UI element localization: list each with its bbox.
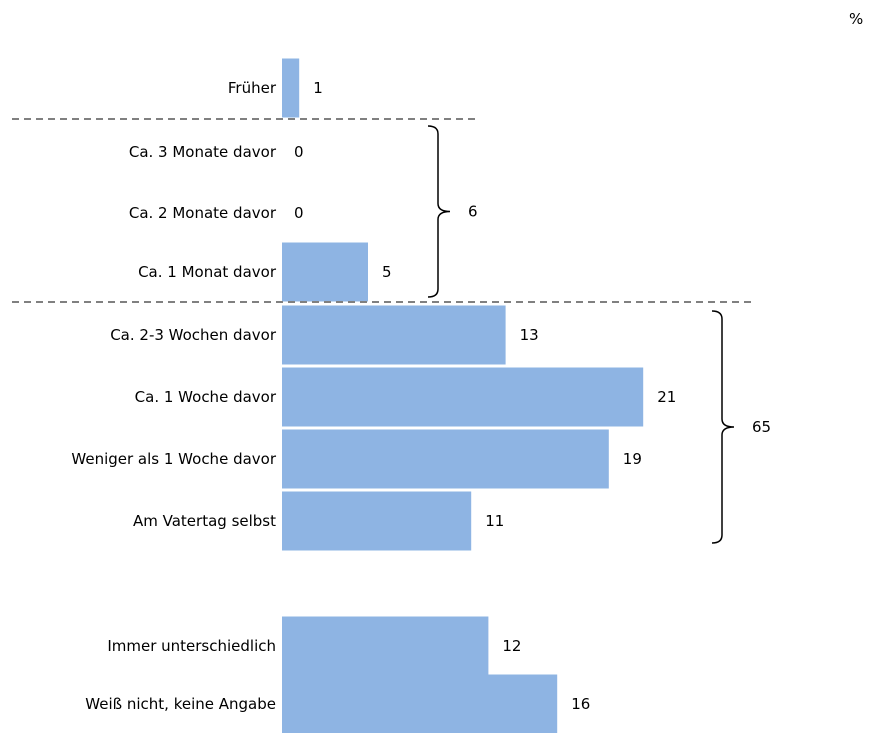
bars-group: [282, 58, 644, 733]
value-label: 19: [623, 450, 642, 468]
category-label: Ca. 1 Monat davor: [138, 263, 277, 281]
value-label: 12: [502, 637, 521, 655]
bar: [282, 674, 558, 733]
unit-label: %: [849, 10, 863, 28]
category-label: Weniger als 1 Woche davor: [71, 450, 276, 468]
category-label: Früher: [228, 79, 277, 97]
bar: [282, 58, 300, 118]
bar: [282, 429, 609, 489]
value-label: 1: [313, 79, 323, 97]
category-label: Immer unterschiedlich: [107, 637, 276, 655]
category-label: Ca. 2-3 Wochen davor: [110, 326, 277, 344]
category-labels: Früher Ca. 3 Monate davor Ca. 2 Monate dav…: [71, 79, 276, 713]
group-brace: [711, 310, 735, 544]
group-total-label: 65: [752, 418, 771, 436]
bar: [282, 491, 472, 551]
value-label: 16: [571, 695, 590, 713]
category-label: Ca. 1 Woche davor: [135, 388, 277, 406]
value-label: 5: [382, 263, 392, 281]
group-brace: [427, 125, 451, 298]
category-label: Weiß nicht, keine Angabe: [85, 695, 276, 713]
category-label: Am Vatertag selbst: [133, 512, 276, 530]
value-label: 11: [485, 512, 504, 530]
group-total-label: 6: [468, 203, 478, 221]
value-label: 13: [520, 326, 539, 344]
bar: [282, 242, 368, 302]
value-labels: 1 0 0 5 13 21 19 11 12 16: [294, 79, 676, 713]
value-label: 0: [294, 204, 304, 222]
group-braces: 6 65: [427, 125, 771, 544]
bar: [282, 305, 506, 365]
bar: [282, 367, 644, 427]
bar: [282, 616, 489, 676]
value-label: 0: [294, 143, 304, 161]
value-label: 21: [657, 388, 676, 406]
category-label: Ca. 3 Monate davor: [129, 143, 277, 161]
category-label: Ca. 2 Monate davor: [129, 204, 277, 222]
